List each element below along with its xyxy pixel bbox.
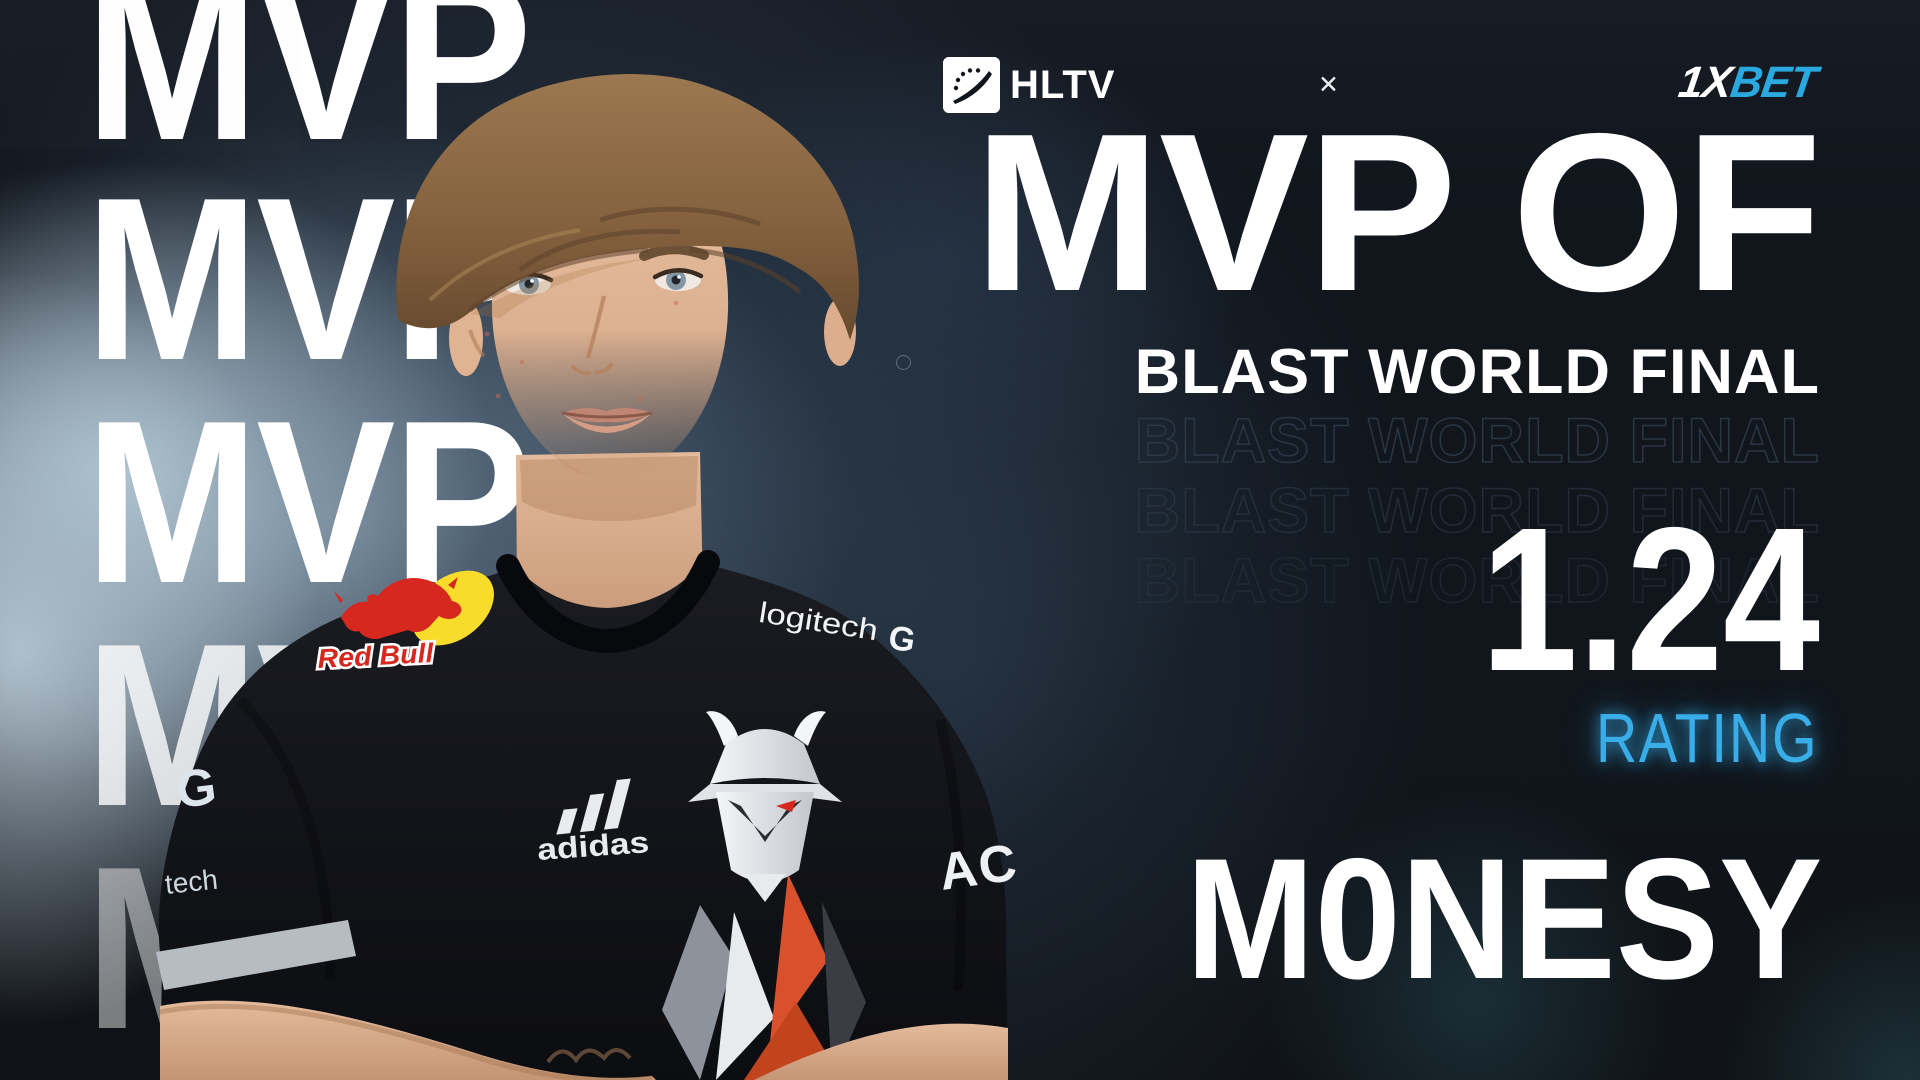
sleeve-g-icon: G (172, 757, 219, 819)
g2-red-eye (776, 800, 796, 812)
adidas-wordmark: adidas (536, 826, 650, 867)
player-head (396, 74, 859, 482)
sleeve-stripe (156, 920, 356, 990)
player-mouth (562, 407, 652, 423)
red-bull-wordmark: Red Bull (317, 638, 435, 674)
player-hair (396, 74, 859, 340)
player-nose (570, 295, 614, 376)
sleeve-logitech-logo: G tech (156, 757, 356, 990)
red-bull-logo: Red Bull (314, 570, 494, 676)
sleeve-sponsor-partial: AC (936, 833, 1022, 901)
jersey-collar (496, 550, 720, 654)
red-bull-bull-icon (334, 577, 462, 640)
logitech-g-icon: G (886, 619, 918, 661)
skin-blemishes (484, 300, 679, 402)
decor-ring (896, 355, 911, 370)
sleeve-tech-text: tech (163, 864, 219, 900)
adidas-logo: adidas (536, 778, 650, 867)
